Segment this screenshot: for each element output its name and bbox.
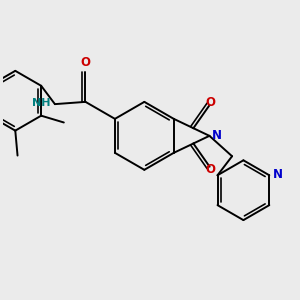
Text: O: O (80, 56, 91, 69)
Text: O: O (206, 96, 216, 109)
Text: O: O (206, 163, 216, 176)
Text: N: N (212, 129, 222, 142)
Text: N: N (273, 168, 283, 181)
Text: NH: NH (32, 98, 51, 108)
